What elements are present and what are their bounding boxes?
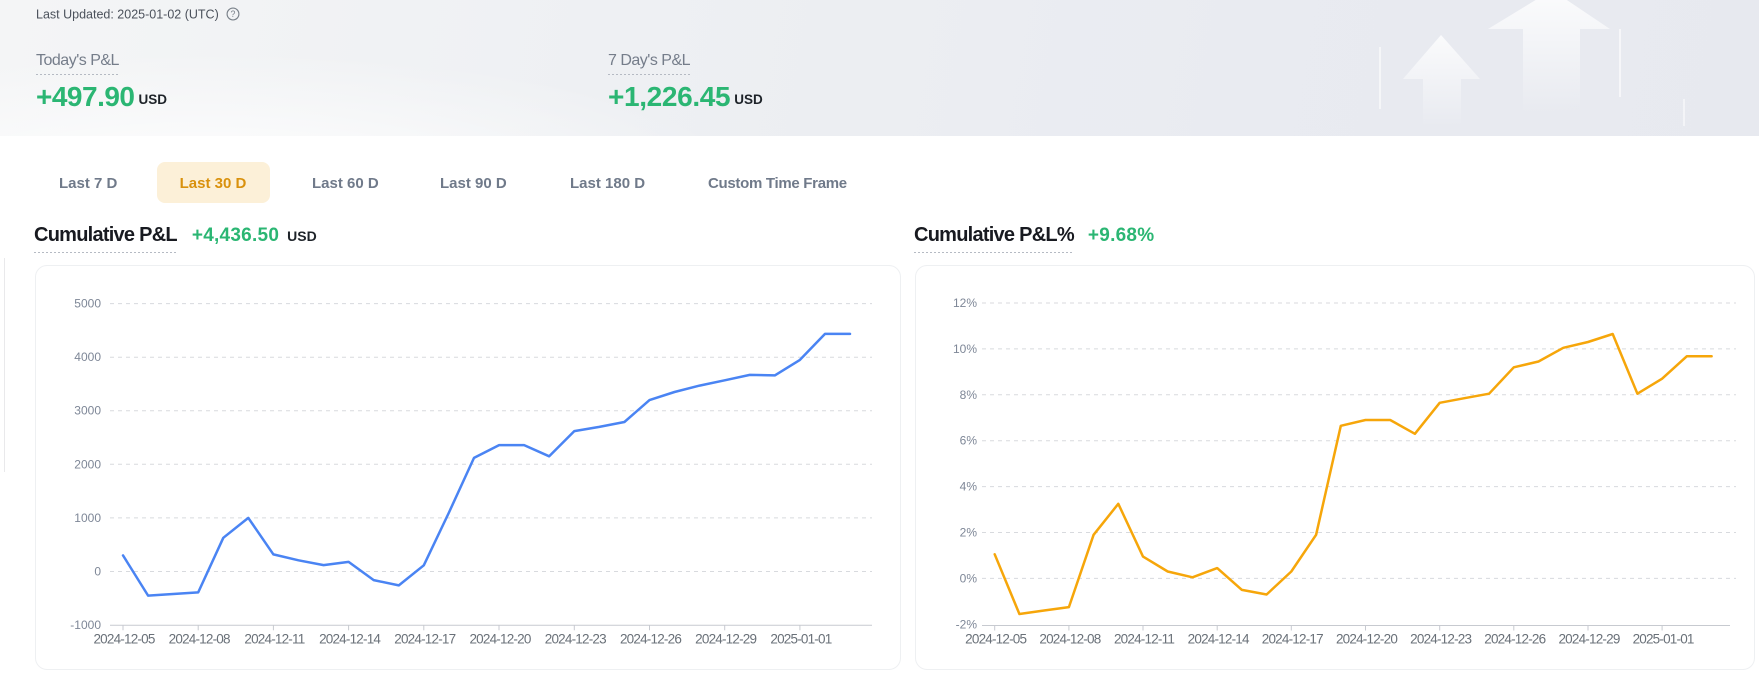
svg-text:2024-12-20: 2024-12-20: [469, 632, 530, 647]
svg-text:2025-01-01: 2025-01-01: [1633, 632, 1694, 647]
svg-text:12%: 12%: [953, 296, 977, 310]
svg-text:6%: 6%: [960, 434, 978, 448]
svg-text:2%: 2%: [960, 526, 978, 540]
svg-text:0%: 0%: [960, 571, 978, 585]
svg-text:2024-12-11: 2024-12-11: [244, 632, 304, 647]
svg-text:2024-12-14: 2024-12-14: [1188, 632, 1250, 647]
svg-text:2024-12-05: 2024-12-05: [93, 632, 154, 647]
svg-text:2024-12-11: 2024-12-11: [1114, 632, 1174, 647]
svg-text:2024-12-26: 2024-12-26: [1484, 632, 1545, 647]
svg-text:2024-12-20: 2024-12-20: [1336, 632, 1397, 647]
svg-text:?: ?: [230, 9, 235, 19]
svg-text:2024-12-29: 2024-12-29: [695, 632, 756, 647]
svg-text:0: 0: [94, 565, 101, 579]
svg-text:2024-12-08: 2024-12-08: [169, 632, 230, 647]
svg-text:2000: 2000: [74, 457, 101, 471]
svg-text:4%: 4%: [960, 480, 978, 494]
svg-text:2024-12-29: 2024-12-29: [1558, 632, 1619, 647]
svg-text:8%: 8%: [960, 388, 978, 402]
svg-text:2024-12-23: 2024-12-23: [1410, 632, 1471, 647]
svg-text:2024-12-14: 2024-12-14: [319, 632, 381, 647]
svg-text:2024-12-17: 2024-12-17: [394, 632, 455, 647]
svg-text:10%: 10%: [953, 342, 977, 356]
svg-text:3000: 3000: [74, 404, 101, 418]
svg-text:2024-12-26: 2024-12-26: [620, 632, 681, 647]
svg-text:2025-01-01: 2025-01-01: [770, 632, 831, 647]
svg-text:2024-12-17: 2024-12-17: [1262, 632, 1323, 647]
svg-text:-2%: -2%: [956, 617, 978, 631]
svg-text:1000: 1000: [74, 511, 101, 525]
svg-text:2024-12-05: 2024-12-05: [965, 632, 1026, 647]
svg-text:-1000: -1000: [70, 618, 101, 632]
svg-text:5000: 5000: [74, 297, 101, 311]
svg-text:2024-12-08: 2024-12-08: [1039, 632, 1100, 647]
svg-text:2024-12-23: 2024-12-23: [545, 632, 606, 647]
svg-text:4000: 4000: [74, 350, 101, 364]
